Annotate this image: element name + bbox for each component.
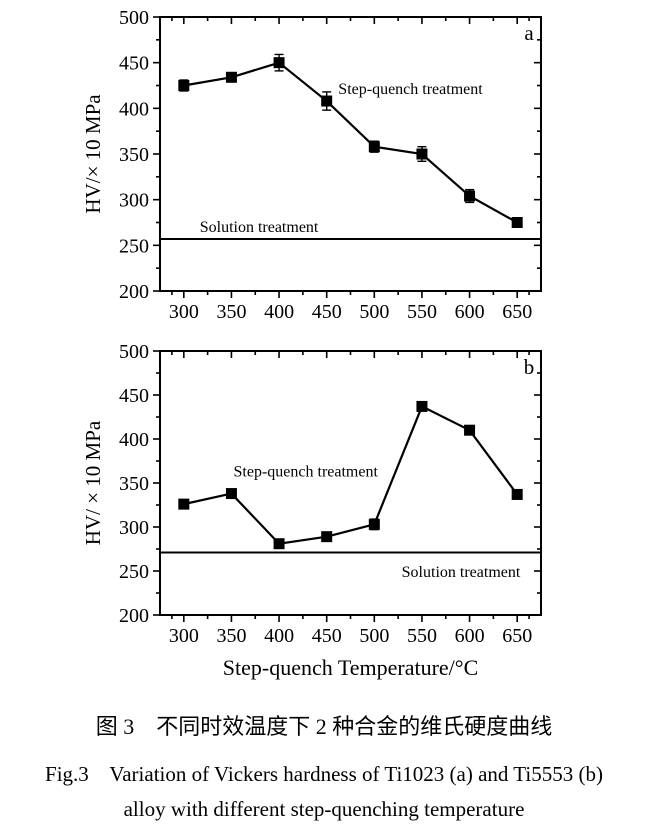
y-tick-label: 250: [119, 561, 149, 583]
data-point-marker: [273, 538, 285, 550]
series-annotation: Step-quench treatment: [338, 81, 483, 98]
chart-b: 300 350 400 450 500 550 600 650 200 250 300 350 400 4…: [81, 341, 542, 680]
data-point-marker: [511, 488, 523, 500]
data-point-marker: [464, 424, 476, 436]
x-tick-label: 300: [169, 625, 199, 647]
data-point-marker: [225, 488, 237, 500]
y-tick-label: 500: [119, 7, 149, 29]
x-tick-label: 600: [455, 625, 485, 647]
y-tick-label: 200: [119, 605, 149, 627]
x-tick-label: 450: [312, 301, 342, 323]
y-tick-label: 350: [119, 473, 149, 495]
x-tick-label: 350: [216, 625, 246, 647]
x-tick-label: 550: [407, 301, 437, 323]
y-axis-title: HV/× 10 MPa: [81, 94, 105, 214]
y-tick-label: 200: [119, 281, 149, 303]
y-tick-label: 250: [119, 235, 149, 257]
x-tick-label: 300: [169, 301, 199, 323]
x-tick-label: 500: [359, 625, 389, 647]
data-point-marker: [368, 518, 380, 530]
y-tick-label: 400: [119, 429, 149, 451]
data-point-marker: [321, 95, 333, 107]
series-line: [183, 61, 518, 224]
x-tick-label: 450: [312, 625, 342, 647]
x-tick-label: 650: [502, 625, 532, 647]
panel-label: a: [524, 21, 534, 45]
x-tick-label: 550: [407, 625, 437, 647]
caption-english-line1: Fig.3 Variation of Vickers hardness of T…: [45, 762, 603, 786]
panel-label: b: [524, 355, 535, 379]
y-axis-title: HV/ × 10 MPa: [81, 420, 105, 545]
caption-english-line2: alloy with different step-quenching temp…: [123, 797, 525, 821]
caption-chinese: 图 3 不同时效温度下 2 种合金的维氏硬度曲线: [95, 714, 553, 739]
data-point-marker: [225, 71, 237, 83]
x-tick-label: 500: [359, 301, 389, 323]
y-tick-label: 500: [119, 341, 149, 363]
series-line: [183, 404, 519, 545]
solution-treatment-label: Solution treatment: [200, 219, 319, 236]
y-tick-label: 400: [119, 98, 149, 120]
y-tick-label: 300: [119, 517, 149, 539]
y-tick-label: 300: [119, 190, 149, 212]
data-point-marker: [321, 531, 333, 543]
x-tick-label: 650: [502, 301, 532, 323]
data-point-marker: [178, 498, 190, 510]
x-tick-label: 400: [264, 301, 294, 323]
x-tick-label: 600: [455, 301, 485, 323]
data-point-marker: [511, 217, 523, 228]
data-point-marker: [464, 190, 476, 202]
y-tick-label: 350: [119, 144, 149, 166]
y-tick-label: 450: [119, 385, 149, 407]
data-point-marker: [416, 400, 428, 412]
plot-frame: [159, 16, 542, 292]
data-point-marker: [178, 80, 190, 91]
chart-a: 300 350 400 450 500 550 600 650 200 250 300 350 400 4…: [81, 7, 542, 323]
y-tick-label: 450: [119, 53, 149, 75]
data-point-marker: [273, 57, 285, 69]
x-tick-label: 350: [216, 301, 246, 323]
data-point-marker: [368, 141, 380, 153]
x-axis-title: Step-quench Temperature/°C: [223, 655, 479, 680]
x-tick-label: 400: [264, 625, 294, 647]
data-point-marker: [416, 148, 428, 160]
solution-treatment-label: Solution treatment: [402, 564, 521, 581]
series-annotation: Step-quench treatment: [234, 464, 379, 481]
